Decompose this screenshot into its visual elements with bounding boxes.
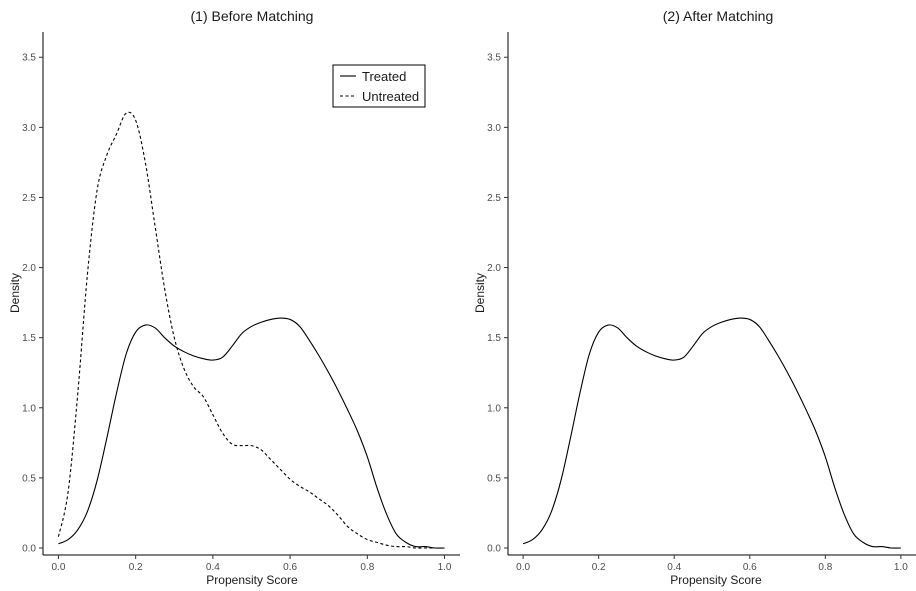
x-tick-label: 0.8 (360, 562, 374, 573)
x-ticks: 0.0 0.2 0.4 0.6 0.8 1.0 (51, 555, 452, 573)
y-tick-label: 1.5 (487, 333, 501, 344)
legend-label-untreated: Untreated (362, 89, 419, 104)
x-tick-label: 1.0 (438, 562, 452, 573)
x-axis-title: Propensity Score (670, 573, 762, 587)
y-tick-label: 2.0 (22, 263, 36, 274)
y-tick-label: 3.0 (22, 123, 36, 134)
legend: Treated Untreated (332, 64, 426, 108)
panel-after-matching: (2) After Matching 0.0 0.2 0.4 0.6 0.8 1.0 0.… (473, 8, 916, 587)
density-density-line (522, 317, 901, 549)
y-tick-label: 3.5 (22, 53, 36, 64)
y-ticks: 0.0 0.5 1.0 1.5 2.0 2.5 3.0 3.5 (487, 53, 508, 554)
y-tick-label: 0.5 (22, 473, 36, 484)
series-layer (522, 317, 901, 549)
panel-before-matching: (1) Before Matching 0.0 0.2 0.4 0.6 0.8 1.0 0… (8, 8, 460, 587)
y-ticks: 0.0 0.5 1.0 1.5 2.0 2.5 3.0 3.5 (22, 53, 43, 554)
y-tick-label: 0.5 (487, 473, 501, 484)
y-axis-title: Density (473, 273, 487, 313)
y-tick-label: 1.5 (22, 333, 36, 344)
x-tick-label: 0.4 (206, 562, 220, 573)
x-tick-label: 0.8 (818, 562, 832, 573)
y-tick-label: 3.0 (487, 123, 501, 134)
panel-title: (1) Before Matching (191, 8, 314, 24)
x-tick-label: 0.0 (516, 562, 530, 573)
y-tick-label: 0.0 (22, 543, 36, 554)
y-tick-label: 1.0 (487, 403, 501, 414)
x-axis-title: Propensity Score (206, 573, 298, 587)
treated-density-line (58, 317, 445, 549)
x-tick-label: 0.4 (667, 562, 681, 573)
y-tick-label: 2.5 (487, 193, 501, 204)
x-tick-label: 0.2 (129, 562, 143, 573)
panel-title: (2) After Matching (663, 8, 774, 24)
x-tick-label: 1.0 (894, 562, 908, 573)
x-ticks: 0.0 0.2 0.4 0.6 0.8 1.0 (516, 555, 908, 573)
x-tick-label: 0.2 (592, 562, 606, 573)
legend-label-treated: Treated (362, 69, 406, 84)
y-tick-label: 3.5 (487, 53, 501, 64)
y-tick-label: 1.0 (22, 403, 36, 414)
y-axis-title: Density (8, 273, 22, 313)
x-tick-label: 0.6 (743, 562, 757, 573)
untreated-density-line (57, 111, 445, 549)
y-tick-label: 2.0 (487, 263, 501, 274)
y-tick-label: 2.5 (22, 193, 36, 204)
x-tick-label: 0.0 (51, 562, 65, 573)
y-tick-label: 0.0 (487, 543, 501, 554)
series-layer (57, 111, 445, 549)
x-tick-label: 0.6 (283, 562, 297, 573)
legend-box (332, 64, 426, 108)
